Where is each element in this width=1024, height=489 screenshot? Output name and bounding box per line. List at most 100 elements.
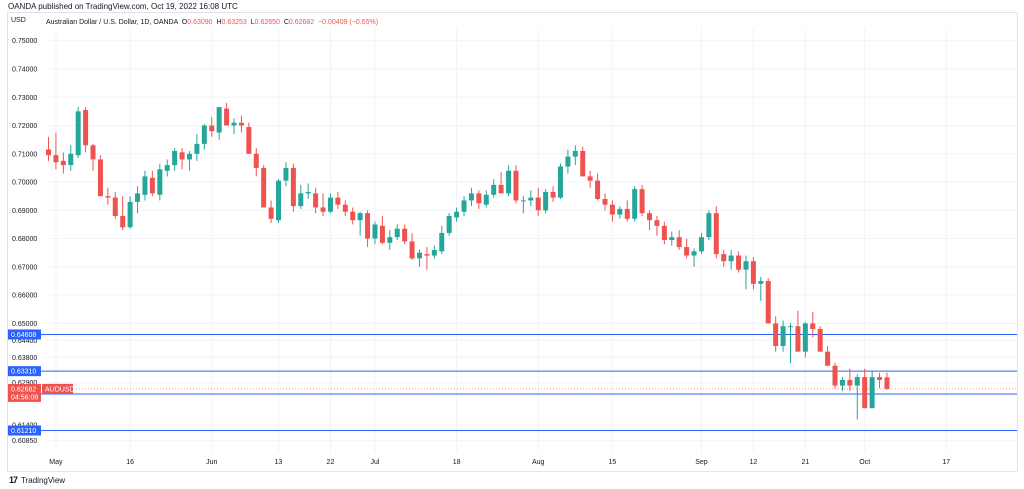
candle-body xyxy=(654,220,660,226)
candle xyxy=(327,193,333,214)
candle-body xyxy=(402,228,408,242)
candle xyxy=(557,163,563,200)
candle-body xyxy=(706,213,712,238)
candle-body xyxy=(698,237,704,252)
candle-body xyxy=(832,365,838,386)
candle-body xyxy=(884,377,890,389)
candle xyxy=(454,207,460,222)
candle-body xyxy=(468,193,474,201)
candle-body xyxy=(721,254,727,262)
candle xyxy=(617,206,623,219)
candle-body xyxy=(839,379,845,386)
candle xyxy=(884,372,890,390)
candle xyxy=(201,124,207,150)
candle-body xyxy=(60,160,66,166)
candle xyxy=(276,179,282,224)
candle xyxy=(543,189,549,214)
symbol-tag-label: AUDUSD xyxy=(45,386,75,393)
candle xyxy=(216,107,222,140)
open-label: O xyxy=(181,19,188,26)
candle xyxy=(313,187,319,214)
y-tick-label: 0.63800 xyxy=(12,355,37,362)
candle xyxy=(194,134,200,161)
candle xyxy=(780,320,786,352)
candle xyxy=(142,170,148,201)
chart-frame[interactable] xyxy=(7,12,1018,472)
symbol-tag xyxy=(42,383,73,394)
symbol-description: Australian Dollar / U.S. Dollar, 1D, OAN… xyxy=(46,19,178,26)
candle-body xyxy=(365,213,371,239)
tradingview-logo[interactable]: 17 TradingView xyxy=(9,475,65,485)
candle-body xyxy=(194,143,200,154)
level-tag xyxy=(8,425,41,436)
level-tag-label: 0.63310 xyxy=(11,369,36,376)
candle-body xyxy=(127,201,133,228)
candle-body xyxy=(691,251,697,256)
candle-body xyxy=(817,329,823,352)
candle xyxy=(587,170,593,188)
candle-body xyxy=(676,237,682,248)
candle-body xyxy=(743,261,749,270)
candle-body xyxy=(528,197,534,201)
candle xyxy=(810,312,816,338)
candle xyxy=(795,310,801,352)
candle-body xyxy=(68,153,74,166)
candle-body xyxy=(268,207,274,219)
candle-body xyxy=(431,249,437,256)
low-label: L xyxy=(250,19,255,26)
candle-body xyxy=(97,159,103,197)
candle-body xyxy=(216,107,222,133)
candle xyxy=(105,187,111,205)
candle-body xyxy=(290,167,296,207)
y-tick-label: 0.60850 xyxy=(12,438,37,445)
x-tick-label: Oct xyxy=(859,459,870,466)
candle-body xyxy=(550,191,556,198)
candle-body xyxy=(580,150,586,177)
candle-body xyxy=(498,184,504,194)
grid-lines xyxy=(46,28,1017,452)
y-tick-label: 0.73000 xyxy=(12,95,37,102)
candle xyxy=(609,200,615,222)
x-tick-label: 15 xyxy=(609,459,617,466)
candle xyxy=(506,165,512,197)
symbol-legend: Australian Dollar / U.S. Dollar, 1D, OAN… xyxy=(46,19,378,26)
candle-body xyxy=(565,156,571,167)
horizontal-levels xyxy=(8,333,1017,432)
candle-body xyxy=(713,213,719,255)
high-value: 0.63253 xyxy=(221,19,247,26)
candle xyxy=(238,115,244,133)
candle xyxy=(112,191,118,219)
candle xyxy=(825,346,831,366)
close-label: C xyxy=(283,19,289,26)
candle-body xyxy=(342,204,348,212)
last-price-countdown: 04:56:08 xyxy=(11,394,38,401)
y-tick-label: 0.71000 xyxy=(12,151,37,158)
candle-body xyxy=(788,326,793,328)
candle-body xyxy=(186,153,192,160)
candle xyxy=(261,165,267,208)
candle-body xyxy=(847,379,853,386)
candle xyxy=(320,193,326,216)
tradingview-brand: TradingView xyxy=(21,475,66,485)
y-tick-label: 0.75000 xyxy=(12,38,37,45)
candle-body xyxy=(684,247,690,256)
y-tick-label: 0.69000 xyxy=(12,208,37,215)
y-tick-label: 0.62900 xyxy=(12,380,37,387)
candle-body xyxy=(802,323,808,352)
candle-body xyxy=(632,189,638,219)
candle-body xyxy=(387,237,393,243)
candle xyxy=(60,152,66,174)
candle-body xyxy=(90,145,96,160)
candle-body xyxy=(283,167,289,181)
candle xyxy=(75,107,81,159)
x-tick-label: 12 xyxy=(750,459,758,466)
x-tick-label: Jul xyxy=(371,459,380,466)
candle-body xyxy=(602,199,608,205)
candle-body xyxy=(209,125,215,132)
candle xyxy=(290,163,296,212)
x-tick-label: 18 xyxy=(453,459,461,466)
candle-body xyxy=(320,207,326,212)
candle xyxy=(283,162,289,187)
candle-body xyxy=(669,237,675,240)
